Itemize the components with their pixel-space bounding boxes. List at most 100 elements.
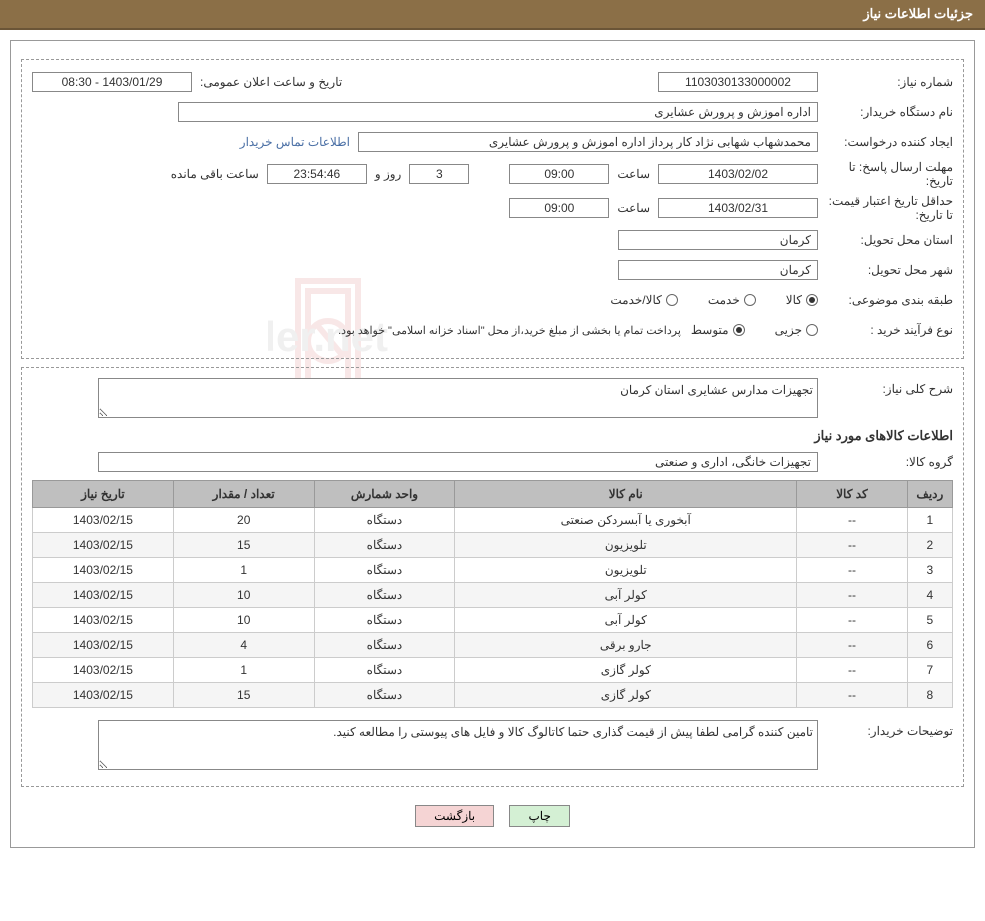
table-header: کد کالا: [797, 481, 908, 508]
requester-value: محمدشهاب شهابی نژاد کار پرداز اداره اموز…: [358, 132, 818, 152]
buyer-note-label: توضیحات خریدار:: [818, 720, 953, 738]
price-validity-time: 09:00: [509, 198, 609, 218]
need-number-label: شماره نیاز:: [818, 75, 953, 89]
payment-note: پرداخت تمام یا بخشی از مبلغ خرید،از محل …: [338, 324, 691, 337]
need-desc: تجهیزات مدارس عشایری استان کرمان: [98, 378, 818, 418]
radio-goods[interactable]: کالا: [786, 293, 818, 307]
table-cell: 10: [173, 608, 314, 633]
table-cell: جارو برقی: [455, 633, 797, 658]
table-header: ردیف: [907, 481, 952, 508]
table-cell: 3: [907, 558, 952, 583]
time-label-1: ساعت: [609, 167, 658, 181]
table-cell: تلویزیون: [455, 558, 797, 583]
table-row: 4--کولر آبیدستگاه101403/02/15: [33, 583, 953, 608]
table-cell: 10: [173, 583, 314, 608]
table-cell: 15: [173, 533, 314, 558]
purchase-type-label: نوع فرآیند خرید :: [818, 323, 953, 337]
table-cell: 1: [173, 558, 314, 583]
table-cell: 7: [907, 658, 952, 683]
deadline-label: مهلت ارسال پاسخ: تا تاریخ:: [818, 160, 953, 188]
table-cell: 1403/02/15: [33, 633, 174, 658]
table-cell: 1403/02/15: [33, 608, 174, 633]
table-cell: 8: [907, 683, 952, 708]
table-row: 1--آبخوری یا آبسردکن صنعتیدستگاه201403/0…: [33, 508, 953, 533]
requester-label: ایجاد کننده درخواست:: [818, 135, 953, 149]
table-cell: دستگاه: [314, 633, 455, 658]
price-validity-date: 1403/02/31: [658, 198, 818, 218]
days-value: 3: [409, 164, 469, 184]
table-header: تاریخ نیاز: [33, 481, 174, 508]
table-row: 2--تلویزیوندستگاه151403/02/15: [33, 533, 953, 558]
table-row: 3--تلویزیوندستگاه11403/02/15: [33, 558, 953, 583]
group-value: تجهیزات خانگی، اداری و صنعتی: [98, 452, 818, 472]
radio-partial[interactable]: جزیی: [775, 323, 818, 337]
table-cell: 1: [173, 658, 314, 683]
table-cell: --: [797, 608, 908, 633]
need-number-value: 1103030133000002: [658, 72, 818, 92]
items-section-title: اطلاعات کالاهای مورد نیاز: [32, 428, 953, 444]
table-cell: 5: [907, 608, 952, 633]
table-cell: دستگاه: [314, 558, 455, 583]
table-cell: --: [797, 533, 908, 558]
table-cell: 1403/02/15: [33, 683, 174, 708]
table-cell: --: [797, 558, 908, 583]
back-button[interactable]: بازگشت: [415, 805, 494, 827]
table-cell: 6: [907, 633, 952, 658]
delivery-city-label: شهر محل تحویل:: [818, 263, 953, 277]
table-header: واحد شمارش: [314, 481, 455, 508]
table-cell: 15: [173, 683, 314, 708]
table-cell: دستگاه: [314, 608, 455, 633]
table-header: تعداد / مقدار: [173, 481, 314, 508]
table-header: نام کالا: [455, 481, 797, 508]
table-cell: کولر گازی: [455, 658, 797, 683]
table-cell: دستگاه: [314, 508, 455, 533]
table-cell: کولر آبی: [455, 583, 797, 608]
radio-service[interactable]: خدمت: [708, 293, 756, 307]
table-cell: دستگاه: [314, 683, 455, 708]
table-cell: 4: [907, 583, 952, 608]
table-row: 6--جارو برقیدستگاه41403/02/15: [33, 633, 953, 658]
table-row: 5--کولر آبیدستگاه101403/02/15: [33, 608, 953, 633]
table-row: 7--کولر گازیدستگاه11403/02/15: [33, 658, 953, 683]
table-cell: 1403/02/15: [33, 533, 174, 558]
table-cell: --: [797, 683, 908, 708]
contact-link[interactable]: اطلاعات تماس خریدار: [240, 135, 358, 149]
announce-value: 1403/01/29 - 08:30: [32, 72, 192, 92]
radio-medium[interactable]: متوسط: [691, 323, 745, 337]
table-cell: 1403/02/15: [33, 508, 174, 533]
table-cell: 1: [907, 508, 952, 533]
delivery-city: کرمان: [618, 260, 818, 280]
table-cell: دستگاه: [314, 583, 455, 608]
deadline-date: 1403/02/02: [658, 164, 818, 184]
buyer-note-text: تامین کننده گرامی لطفا پیش از قیمت گذاری…: [98, 720, 818, 770]
buyer-org-value: اداره اموزش و پرورش عشایری: [178, 102, 818, 122]
table-cell: --: [797, 508, 908, 533]
remaining-label: ساعت باقی مانده: [163, 167, 267, 181]
table-cell: --: [797, 583, 908, 608]
table-cell: 4: [173, 633, 314, 658]
table-cell: --: [797, 658, 908, 683]
table-cell: کولر گازی: [455, 683, 797, 708]
page-header: جزئیات اطلاعات نیاز: [0, 0, 985, 30]
radio-goods-service[interactable]: کالا/خدمت: [610, 293, 677, 307]
table-cell: آبخوری یا آبسردکن صنعتی: [455, 508, 797, 533]
category-label: طبقه بندی موضوعی:: [818, 293, 953, 307]
table-cell: 1403/02/15: [33, 558, 174, 583]
delivery-province-label: استان محل تحویل:: [818, 233, 953, 247]
table-cell: 2: [907, 533, 952, 558]
print-button[interactable]: چاپ: [509, 805, 569, 827]
table-cell: تلویزیون: [455, 533, 797, 558]
table-cell: کولر آبی: [455, 608, 797, 633]
deadline-time: 09:00: [509, 164, 609, 184]
delivery-province: کرمان: [618, 230, 818, 250]
page-title: جزئیات اطلاعات نیاز: [863, 6, 973, 21]
table-cell: 1403/02/15: [33, 658, 174, 683]
table-cell: 1403/02/15: [33, 583, 174, 608]
table-row: 8--کولر گازیدستگاه151403/02/15: [33, 683, 953, 708]
table-cell: --: [797, 633, 908, 658]
time-label-2: ساعت: [609, 201, 658, 215]
table-cell: دستگاه: [314, 533, 455, 558]
price-validity-label: حداقل تاریخ اعتبار قیمت: تا تاریخ:: [818, 194, 953, 222]
announce-label: تاریخ و ساعت اعلان عمومی:: [192, 75, 350, 89]
table-cell: 20: [173, 508, 314, 533]
